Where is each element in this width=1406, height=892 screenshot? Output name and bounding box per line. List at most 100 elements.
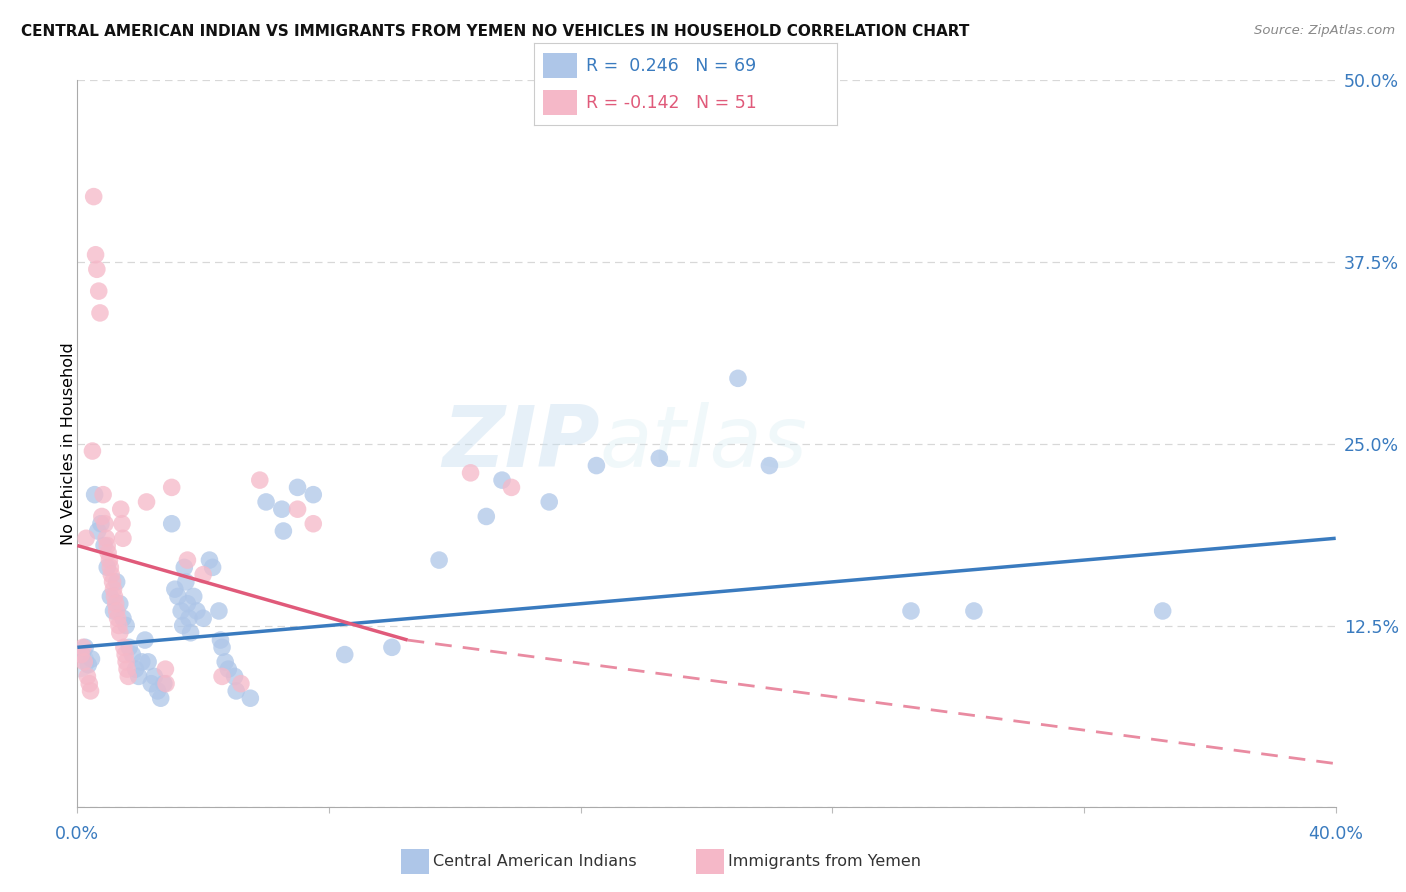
Y-axis label: No Vehicles in Household: No Vehicles in Household xyxy=(62,343,76,545)
Point xyxy=(191,567,215,582)
Point xyxy=(167,590,190,604)
Point xyxy=(1152,604,1174,618)
Point xyxy=(136,655,159,669)
Point xyxy=(103,582,125,597)
Point xyxy=(67,655,90,669)
Text: ZIP: ZIP xyxy=(441,402,599,485)
Point xyxy=(96,560,118,574)
Point xyxy=(90,516,112,531)
Point xyxy=(108,625,131,640)
Point xyxy=(135,495,157,509)
Text: atlas: atlas xyxy=(599,402,807,485)
Point xyxy=(427,553,450,567)
Point xyxy=(79,676,101,690)
Point xyxy=(105,604,128,618)
Point xyxy=(79,684,101,698)
Point xyxy=(153,676,176,690)
Point xyxy=(538,495,561,509)
Point xyxy=(287,480,309,494)
Point xyxy=(143,669,166,683)
Point xyxy=(287,502,309,516)
Point xyxy=(141,676,163,690)
Point xyxy=(170,604,193,618)
Point xyxy=(111,611,134,625)
Point xyxy=(107,611,129,625)
Point xyxy=(149,691,172,706)
Point xyxy=(270,502,292,516)
Point xyxy=(963,604,986,618)
Point xyxy=(211,669,233,683)
Point xyxy=(114,648,136,662)
Point xyxy=(180,625,202,640)
FancyBboxPatch shape xyxy=(543,90,576,115)
Point xyxy=(183,590,205,604)
Point xyxy=(101,574,124,589)
Point xyxy=(186,604,208,618)
Point xyxy=(475,509,498,524)
Point xyxy=(82,444,104,458)
Point xyxy=(73,655,96,669)
Point xyxy=(381,640,404,655)
Point xyxy=(96,539,118,553)
Point xyxy=(77,657,100,672)
Point xyxy=(224,669,246,683)
Point xyxy=(758,458,780,473)
Point xyxy=(191,611,215,625)
Point xyxy=(1403,546,1406,560)
Point xyxy=(124,662,146,676)
Point xyxy=(229,676,252,690)
Point xyxy=(333,648,356,662)
Point xyxy=(160,480,183,494)
Point xyxy=(225,684,247,698)
Text: 40.0%: 40.0% xyxy=(1308,825,1364,843)
Point xyxy=(121,648,143,662)
Point xyxy=(160,516,183,531)
Text: R =  0.246   N = 69: R = 0.246 N = 69 xyxy=(586,57,756,75)
Point xyxy=(146,684,169,698)
Point xyxy=(108,618,131,632)
Point xyxy=(211,640,233,655)
Point xyxy=(249,473,271,487)
Point xyxy=(87,284,110,298)
Point xyxy=(98,553,121,567)
Point xyxy=(110,502,132,516)
Text: R = -0.142   N = 51: R = -0.142 N = 51 xyxy=(586,94,756,112)
Text: Source: ZipAtlas.com: Source: ZipAtlas.com xyxy=(1254,24,1395,37)
Point xyxy=(72,640,94,655)
Point xyxy=(112,640,135,655)
Point xyxy=(201,560,224,574)
Point xyxy=(128,669,150,683)
Point xyxy=(93,539,115,553)
Point xyxy=(118,640,141,655)
Point xyxy=(83,189,105,203)
Point xyxy=(174,574,197,589)
Point xyxy=(491,473,513,487)
Point xyxy=(76,669,98,683)
Point xyxy=(115,662,138,676)
Point xyxy=(108,597,131,611)
Point xyxy=(239,691,262,706)
Point xyxy=(198,553,221,567)
Point xyxy=(91,488,114,502)
Point xyxy=(727,371,749,385)
Text: CENTRAL AMERICAN INDIAN VS IMMIGRANTS FROM YEMEN NO VEHICLES IN HOUSEHOLD CORREL: CENTRAL AMERICAN INDIAN VS IMMIGRANTS FR… xyxy=(21,24,970,39)
Point xyxy=(460,466,482,480)
Point xyxy=(254,495,277,509)
Point xyxy=(134,633,156,648)
Point xyxy=(70,648,93,662)
Point xyxy=(84,248,107,262)
Point xyxy=(209,633,232,648)
Point xyxy=(103,590,125,604)
Point xyxy=(273,524,295,538)
Point xyxy=(217,662,239,676)
Point xyxy=(900,604,922,618)
Point xyxy=(98,560,121,574)
Point xyxy=(155,676,177,690)
Point xyxy=(302,488,325,502)
Point xyxy=(87,524,110,538)
Point xyxy=(176,597,198,611)
Point xyxy=(214,655,236,669)
Point xyxy=(208,604,231,618)
Point xyxy=(105,574,128,589)
Text: Central American Indians: Central American Indians xyxy=(433,855,637,869)
